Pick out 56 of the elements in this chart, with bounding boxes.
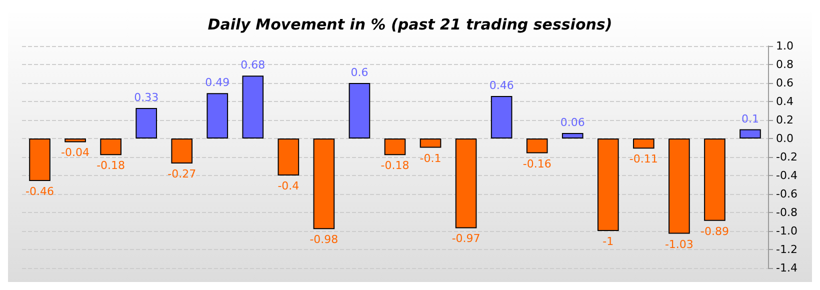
data-label: -0.11 <box>629 152 658 166</box>
data-label: -1.03 <box>664 238 694 251</box>
chart-title: Daily Movement in % (past 21 trading sessions) <box>208 16 612 34</box>
data-label: -0.97 <box>452 232 480 246</box>
bar <box>100 138 122 156</box>
bar <box>597 138 619 231</box>
y-tick-label: 0.0 <box>776 132 794 145</box>
data-label: -0.16 <box>522 157 552 170</box>
bar <box>490 96 512 138</box>
y-tick-label: -0.8 <box>776 206 798 219</box>
bar <box>668 138 690 234</box>
bar <box>136 108 157 138</box>
bar <box>420 138 442 148</box>
data-label: -1 <box>602 235 614 248</box>
data-label: 0.06 <box>560 116 585 129</box>
data-label: -0.46 <box>26 185 54 198</box>
y-tick-label: -1.4 <box>776 262 798 274</box>
y-tick-label: -0.2 <box>776 150 798 164</box>
y-tick-label: 1.0 <box>776 40 794 52</box>
bar <box>171 138 193 164</box>
data-label: -0.4 <box>278 180 300 192</box>
data-label: -0.1 <box>420 152 442 165</box>
bar <box>29 138 50 182</box>
data-label: 0.6 <box>350 66 368 79</box>
y-tick-label: 0.6 <box>776 76 794 90</box>
bar <box>526 138 548 154</box>
bar <box>206 93 228 138</box>
bar <box>242 76 264 138</box>
bar <box>704 138 726 221</box>
y-tick-label: 0.4 <box>776 95 794 108</box>
data-label: 0.33 <box>134 90 159 104</box>
bar <box>562 132 584 138</box>
y-tick-label: -1.2 <box>776 243 798 256</box>
y-tick-label: -1.0 <box>776 224 798 238</box>
bar <box>348 83 370 138</box>
data-label: -0.98 <box>310 233 338 246</box>
data-label: 0.68 <box>240 58 266 72</box>
data-label: -0.89 <box>700 224 729 238</box>
bar <box>278 138 300 176</box>
y-tick-label: -0.4 <box>776 169 798 182</box>
bar <box>384 138 406 156</box>
data-label: 0.1 <box>741 112 759 126</box>
data-label: -0.27 <box>168 167 196 180</box>
bar <box>633 138 654 149</box>
y-tick-label: 0.2 <box>776 114 794 126</box>
data-label: -0.18 <box>96 159 126 172</box>
bar <box>313 138 335 230</box>
data-label: 0.49 <box>205 76 230 90</box>
y-tick-label: 0.8 <box>776 58 794 71</box>
data-label: -0.04 <box>61 146 90 160</box>
bar <box>455 138 477 228</box>
bar <box>740 129 761 138</box>
y-tick-label: -0.6 <box>776 188 798 200</box>
data-label: 0.46 <box>489 78 514 92</box>
data-label: -0.18 <box>380 159 410 172</box>
bar <box>64 138 86 142</box>
